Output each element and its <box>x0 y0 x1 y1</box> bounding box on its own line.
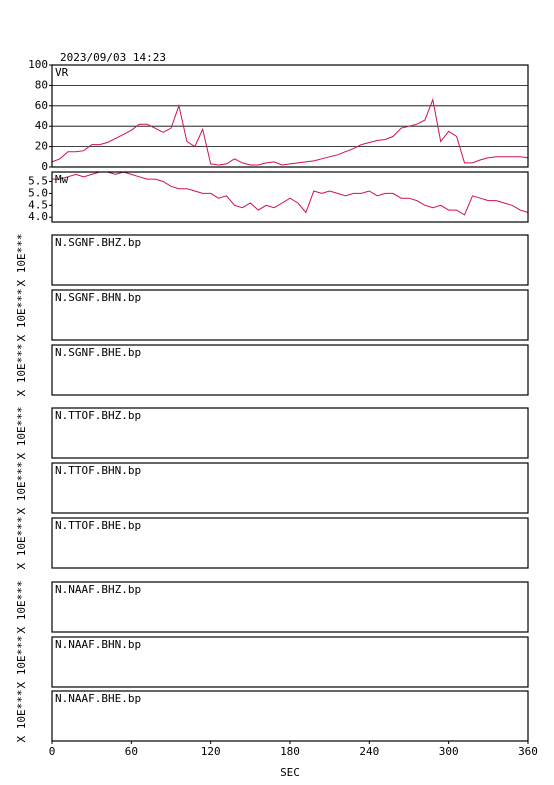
y-axis-label: X 10E*** <box>15 289 28 342</box>
x-axis-label: SEC <box>280 766 300 779</box>
y-axis-label: X 10E*** <box>15 690 28 743</box>
y-axis-label: X 10E*** <box>15 234 28 287</box>
y-tick-label: 100 <box>28 58 48 71</box>
panel-frame <box>51 407 529 459</box>
y-axis-label: X 10E*** <box>15 462 28 515</box>
y-tick-label: 40 <box>35 119 48 132</box>
panel-label: N.TTOF.BHZ.bp <box>55 409 141 422</box>
panel-frame <box>51 289 529 341</box>
y-tick-label: 5.0 <box>28 186 48 199</box>
panel-frame <box>51 517 529 569</box>
x-tick-label: 180 <box>280 745 300 758</box>
x-tick-label: 0 <box>49 745 56 758</box>
y-axis-label: X 10E*** <box>15 517 28 570</box>
y-axis-label: X 10E*** <box>15 407 28 460</box>
panel-label: N.SGNF.BHE.bp <box>55 346 141 359</box>
y-axis-label: X 10E*** <box>15 636 28 689</box>
y-tick-label: 60 <box>35 99 48 112</box>
panel-frame <box>51 462 529 514</box>
figure-title: 2023/09/03 14:23 <box>60 51 166 64</box>
x-tick-label: 60 <box>125 745 138 758</box>
y-tick-label: 0 <box>41 160 48 173</box>
x-tick-label: 240 <box>359 745 379 758</box>
y-axis-label: X 10E*** <box>15 344 28 397</box>
panel-label: N.NAAF.BHE.bp <box>55 692 141 705</box>
x-tick-label: 300 <box>439 745 459 758</box>
y-tick-label: 20 <box>35 140 48 153</box>
y-tick-label: 4.5 <box>28 198 48 211</box>
panel-label: N.SGNF.BHN.bp <box>55 291 141 304</box>
y-tick-label: 80 <box>35 78 48 91</box>
panel-frame <box>51 64 529 168</box>
panel-label: N.NAAF.BHN.bp <box>55 638 141 651</box>
panel-frame <box>51 344 529 396</box>
panel-label: N.TTOF.BHN.bp <box>55 464 141 477</box>
panel-label: N.SGNF.BHZ.bp <box>55 236 141 249</box>
x-tick-label: 120 <box>201 745 221 758</box>
panel-frame <box>51 636 529 688</box>
y-tick-label: 5.5 <box>28 175 48 188</box>
panel-frame <box>51 171 529 223</box>
panel-label: N.NAAF.BHZ.bp <box>55 583 141 596</box>
y-tick-label: 4.0 <box>28 210 48 223</box>
panel-label: N.TTOF.BHE.bp <box>55 519 141 532</box>
x-tick-label: 360 <box>518 745 538 758</box>
panel-label: VR <box>55 66 69 79</box>
panel-frame <box>51 234 529 286</box>
data-line <box>52 171 529 216</box>
panel-label: Mw <box>55 173 69 186</box>
y-axis-label: X 10E*** <box>15 581 28 634</box>
panel-frame <box>51 581 529 633</box>
data-line <box>51 97 529 166</box>
